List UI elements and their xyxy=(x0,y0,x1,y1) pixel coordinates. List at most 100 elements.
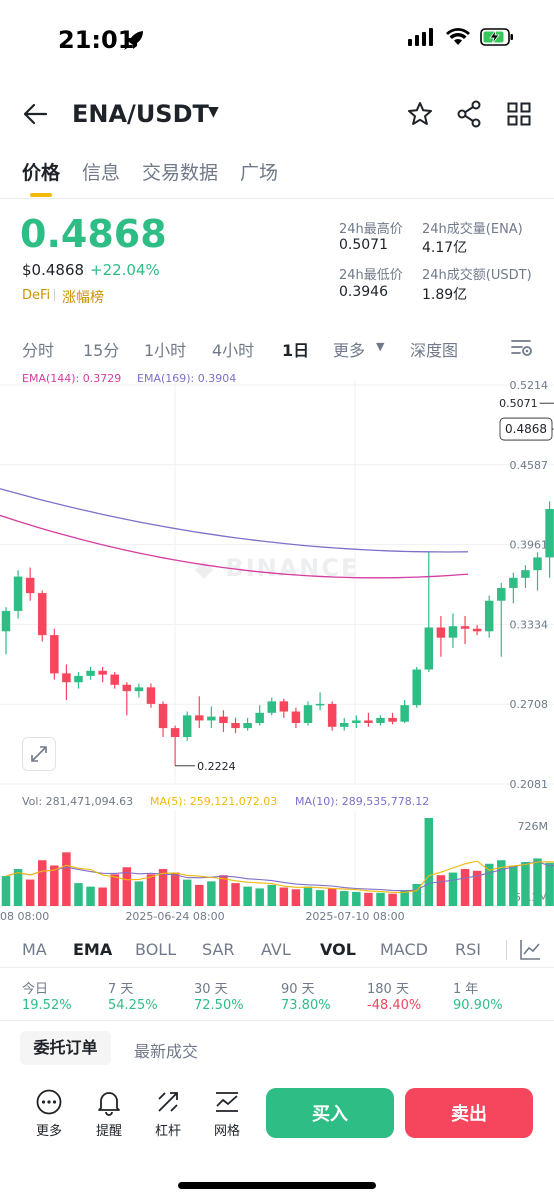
candle-body xyxy=(303,705,313,723)
interval-1h[interactable]: 1小时 xyxy=(144,341,187,360)
gainers-link[interactable]: 涨幅榜 xyxy=(62,290,104,306)
volume-bar xyxy=(255,888,264,906)
buy-button[interactable]: 买入 xyxy=(266,1088,394,1138)
volume-bar xyxy=(339,891,349,906)
low-marker-label: 0.2224 xyxy=(197,760,236,773)
expand-icon xyxy=(31,746,47,762)
more-button[interactable]: 更多 xyxy=(24,1088,74,1139)
grid-menu-icon[interactable] xyxy=(507,102,531,126)
divider xyxy=(0,198,554,199)
indicator-ma[interactable]: MA xyxy=(22,940,47,959)
perf-today-label: 今日 xyxy=(22,982,49,997)
tab-open-orders[interactable]: 委托订单 xyxy=(20,1031,111,1065)
candle-body xyxy=(412,669,421,706)
indicator-rsi[interactable]: RSI xyxy=(455,940,481,959)
volume-bar xyxy=(207,881,216,906)
candle-body xyxy=(267,701,277,713)
more-circle-icon xyxy=(36,1089,62,1115)
grid-trading-button[interactable]: 网格 xyxy=(202,1088,252,1139)
candle-body xyxy=(364,720,373,723)
volume-chart[interactable]: 726M 55.3M 08 08:00 2025-06-24 08:00 2025-07… xyxy=(0,810,554,930)
candle-body xyxy=(170,728,180,738)
more-label: 更多 xyxy=(35,1124,62,1139)
high-label: 24h最高价 xyxy=(339,222,403,237)
expand-chart-button[interactable] xyxy=(22,737,56,771)
volume-bar xyxy=(472,870,482,906)
candle-body xyxy=(146,687,156,704)
perf-90d-label: 90 天 xyxy=(281,982,315,997)
candlestick-chart[interactable]: 0.5214 0.4587 0.3961 0.3334 0.2708 0.2081 ◆ BI… xyxy=(0,380,554,795)
alert-button[interactable]: 提醒 xyxy=(84,1088,134,1139)
volume-bar xyxy=(460,869,470,906)
candle-body xyxy=(279,701,289,712)
interval-depth[interactable]: 深度图 xyxy=(410,341,459,360)
interval-more[interactable]: 更多 xyxy=(333,341,366,360)
candle-body xyxy=(207,716,216,721)
last-price: 0.4868 xyxy=(20,212,167,256)
indicator-macd[interactable]: MACD xyxy=(380,940,428,959)
volume-label: 24h成交量(ENA) xyxy=(422,222,523,237)
interval-15m[interactable]: 15分 xyxy=(83,341,120,360)
tab-price[interactable]: 价格 xyxy=(22,162,61,184)
perf-30d-label: 30 天 xyxy=(194,982,228,997)
indicator-vol[interactable]: VOL xyxy=(320,940,356,959)
candle-body xyxy=(448,626,458,638)
pair-title[interactable]: ENA/USDT xyxy=(72,100,209,128)
low-value: 0.3946 xyxy=(339,284,388,300)
tag-divider xyxy=(54,289,55,301)
leverage-label: 杠杆 xyxy=(154,1124,181,1139)
category-tag[interactable]: DeFi xyxy=(22,288,51,303)
pair-dropdown-icon[interactable]: ▼ xyxy=(208,104,219,120)
volume-bar xyxy=(182,879,192,906)
candle-body xyxy=(98,670,107,675)
back-arrow-icon[interactable] xyxy=(22,102,48,126)
volume-bar xyxy=(509,865,518,906)
tab-latest-trades[interactable]: 最新成交 xyxy=(134,1042,199,1061)
volume-bar xyxy=(533,858,542,906)
star-icon[interactable] xyxy=(407,101,433,127)
tab-info[interactable]: 信息 xyxy=(82,162,121,184)
interval-4h[interactable]: 4小时 xyxy=(212,341,255,360)
tab-trading-data[interactable]: 交易数据 xyxy=(142,162,219,184)
more-caret-icon[interactable]: ▼ xyxy=(376,340,385,353)
volume-bar xyxy=(291,889,301,906)
candle-body xyxy=(460,626,470,629)
indicator-avl[interactable]: AVL xyxy=(261,940,291,959)
volume-bar xyxy=(170,872,180,906)
candle-body xyxy=(315,703,325,706)
candle-body xyxy=(255,712,264,723)
high-value: 0.5071 xyxy=(339,237,388,253)
candle-body xyxy=(327,703,337,727)
volume-bar xyxy=(50,865,59,906)
volume-bar xyxy=(110,874,119,906)
ema144-line xyxy=(0,514,469,579)
candle-body xyxy=(13,576,23,611)
tab-square[interactable]: 广场 xyxy=(240,162,279,184)
volume-bar xyxy=(545,862,554,906)
volume-bar xyxy=(424,818,434,906)
indicator-ema[interactable]: EMA xyxy=(73,940,113,959)
status-icons xyxy=(408,28,514,46)
perf-30d-value: 72.50% xyxy=(194,998,244,1013)
candle-body xyxy=(388,717,397,722)
volume-bar xyxy=(448,872,458,906)
interval-time[interactable]: 分时 xyxy=(22,341,55,360)
y-tick-label: 0.2708 xyxy=(510,698,549,711)
volume-ma5-label: MA(5): 259,121,072.03 xyxy=(150,795,278,808)
volume-bar xyxy=(62,852,71,906)
amount-label: 24h成交额(USDT) xyxy=(422,268,532,283)
interval-1d[interactable]: 1日 xyxy=(282,341,310,360)
volume-bar xyxy=(1,876,11,906)
volume-bar xyxy=(13,869,23,906)
chart-settings-icon[interactable] xyxy=(510,337,534,359)
indicator-settings-icon[interactable] xyxy=(518,938,542,962)
candle-body xyxy=(50,635,59,674)
grid-trading-icon xyxy=(216,1092,238,1112)
indicator-boll[interactable]: BOLL xyxy=(135,940,177,959)
sell-button[interactable]: 卖出 xyxy=(405,1088,533,1138)
share-icon[interactable] xyxy=(456,100,482,128)
home-indicator xyxy=(178,1182,376,1189)
leverage-button[interactable]: 杠杆 xyxy=(143,1088,193,1139)
candle-body xyxy=(339,722,349,727)
indicator-sar[interactable]: SAR xyxy=(202,940,235,959)
